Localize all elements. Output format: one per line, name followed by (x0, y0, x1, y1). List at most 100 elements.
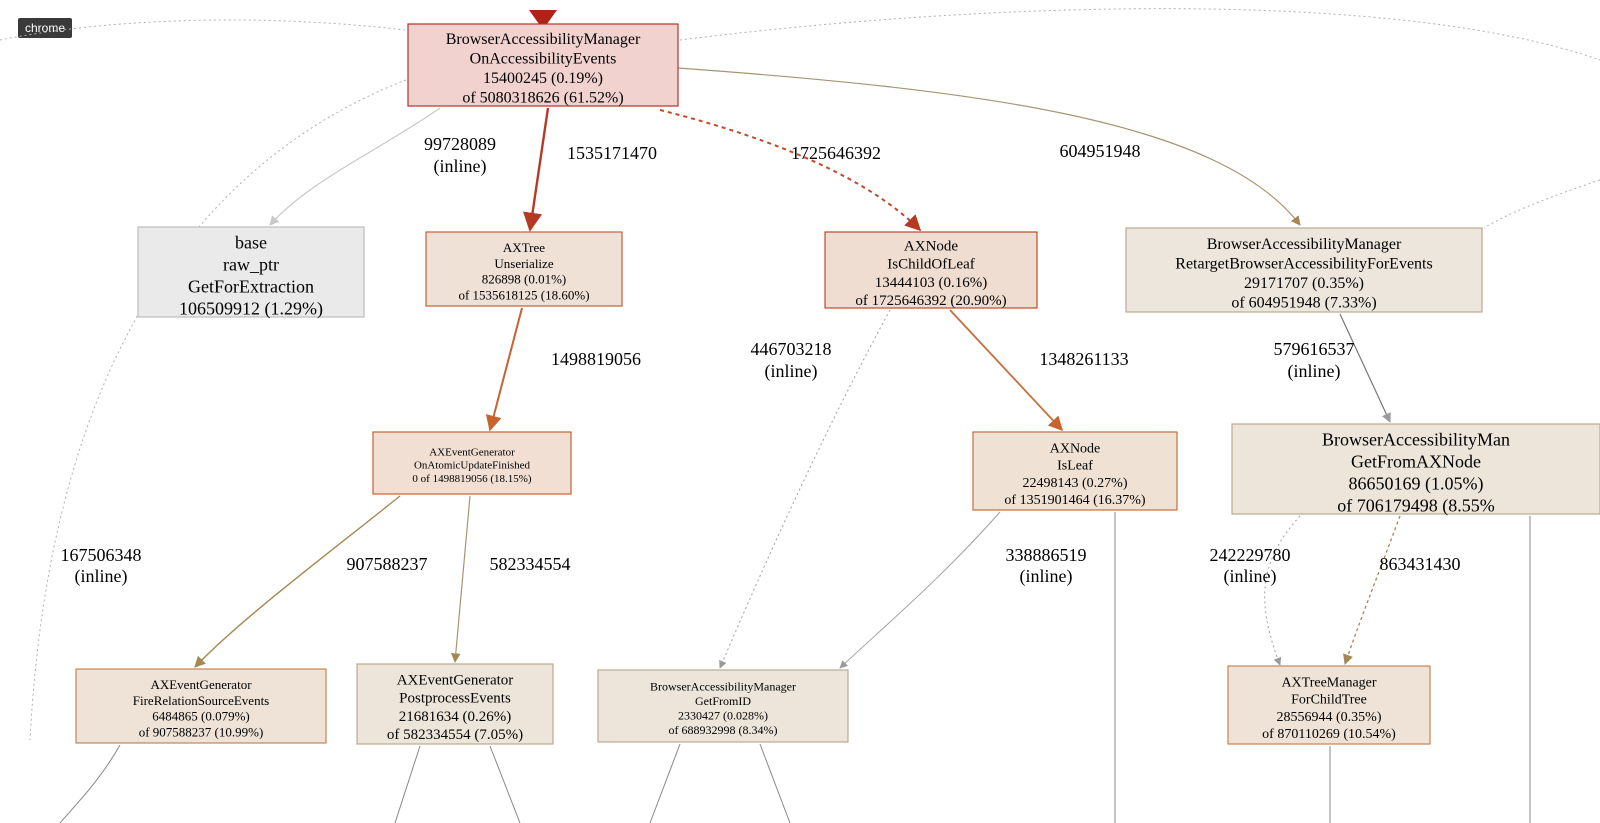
node-line: BrowserAccessibilityManager (650, 679, 796, 693)
node-line: of 1351901464 (16.37%) (1004, 493, 1145, 508)
node-line: 0 of 1498819056 (18.15%) (412, 473, 531, 485)
callgraph-node-base_rawptr[interactable]: baseraw_ptrGetForExtraction106509912 (1.… (138, 227, 364, 319)
edge-weight-label: 1348261133 (1039, 349, 1128, 369)
edge (650, 744, 680, 823)
node-line: 22498143 (0.27%) (1023, 476, 1128, 491)
edge-weight-label: 907588237 (347, 554, 428, 574)
node-line: BrowserAccessibilityMan (1322, 429, 1510, 449)
edge-weight-label: 446703218 (751, 339, 832, 359)
callgraph-canvas: BrowserAccessibilityManager OnAccessibili… (0, 0, 1600, 823)
node-line: raw_ptr (223, 254, 279, 274)
callgraph-node-getfromid[interactable]: BrowserAccessibilityManagerGetFromID2330… (598, 670, 848, 742)
callgraph-node-forchild[interactable]: AXTreeManager ForChildTree 28556944 (0.35%… (1228, 666, 1430, 744)
node-line: FireRelationSourceEvents (133, 693, 269, 708)
node-line: of 582334554 (7.05%) (387, 727, 523, 743)
edge (30, 80, 406, 740)
edge-weight-label: 863431430 (1380, 554, 1461, 574)
node-line: BrowserAccessibilityManager (446, 31, 641, 48)
node-line: of 688932998 (8.34%) (669, 723, 778, 737)
edge (660, 110, 920, 230)
edge-inline-label: (inline) (1224, 566, 1277, 587)
node-line: of 706179498 (8.55% (1337, 495, 1494, 516)
node-line: OnAccessibilityEvents (470, 51, 617, 68)
edge (1484, 180, 1600, 228)
node-line: IsChildOfLeaf (887, 257, 974, 273)
node-line: GetFromID (695, 694, 751, 708)
edge (678, 68, 1300, 225)
edge-weight-label: 582334554 (490, 554, 571, 574)
callgraph-node-root[interactable]: BrowserAccessibilityManager OnAccessibili… (408, 24, 678, 107)
node-line: OnAtomicUpdateFinished (414, 460, 531, 472)
edge (395, 746, 420, 823)
node-line: 15400245 (0.19%) (483, 70, 603, 87)
node-line: RetargetBrowserAccessibilityForEvents (1175, 256, 1432, 273)
node-line: of 1535618125 (18.60%) (458, 288, 589, 303)
node-line: 13444103 (0.16%) (875, 275, 988, 291)
node-line: of 907588237 (10.99%) (139, 725, 264, 740)
node-line: of 870110269 (10.54%) (1262, 727, 1396, 742)
node-line: AXNode (904, 238, 958, 254)
callgraph-node-retarget[interactable]: BrowserAccessibilityManager RetargetBrows… (1126, 228, 1482, 312)
edge-weight-label: 579616537 (1274, 339, 1355, 359)
node-line: AXTree (503, 240, 545, 255)
node-line: of 1725646392 (20.90%) (855, 293, 1006, 309)
node-line: 6484865 (0.079%) (152, 709, 250, 724)
edge (1345, 516, 1400, 664)
callgraph-node-ischild[interactable]: AXNode IsChildOfLeaf 13444103 (0.16%) of 17… (825, 232, 1037, 309)
edge-inline-label: (inline) (1020, 566, 1073, 587)
edge-weight-label: 167506348 (61, 545, 142, 565)
node-line: AXEventGenerator (429, 446, 515, 458)
edge-inline-label: (inline) (75, 566, 128, 587)
edge (680, 9, 1600, 60)
callgraph-node-getax[interactable]: BrowserAccessibilityManGetFromAXNode8665… (1232, 424, 1600, 516)
edge-inline-label: (inline) (765, 361, 818, 382)
node-line: ForChildTree (1291, 693, 1367, 708)
node-line: 28556944 (0.35%) (1277, 710, 1382, 725)
node-line: AXEventGenerator (397, 672, 514, 688)
edge (455, 496, 470, 662)
edge (1265, 516, 1300, 665)
callgraph-node-axtree[interactable]: AXTreeUnserialize826898 (0.01%)of 153561… (426, 232, 622, 306)
edge (270, 108, 440, 225)
edge (1340, 314, 1390, 422)
edge (60, 745, 120, 823)
callgraph-node-postproc[interactable]: AXEventGenerator PostprocessEvents 2168163… (357, 664, 553, 744)
edge (950, 310, 1062, 430)
node-line: AXEventGenerator (150, 677, 252, 692)
node-line: AXTreeManager (1281, 676, 1376, 691)
callgraph-node-firerel[interactable]: AXEventGeneratorFireRelationSourceEvents… (76, 669, 326, 743)
node-line: 106509912 (1.29%) (179, 298, 323, 319)
edge (195, 496, 400, 667)
node-line: 2330427 (0.028%) (678, 709, 768, 723)
node-line: IsLeaf (1057, 459, 1093, 474)
node-line: 826898 (0.01%) (482, 272, 567, 287)
edge-weight-label: 604951948 (1060, 141, 1141, 161)
node-line: 29171707 (0.35%) (1244, 275, 1364, 292)
node-line: BrowserAccessibilityManager (1207, 236, 1402, 253)
edge (760, 744, 790, 823)
node-line: AXNode (1050, 442, 1101, 457)
node-line: GetFromAXNode (1351, 451, 1481, 471)
node-line: PostprocessEvents (399, 691, 511, 707)
edge-weight-label: 1535171470 (567, 143, 657, 163)
edge-weight-label: 242229780 (1210, 545, 1291, 565)
node-line: of 5080318626 (61.52%) (462, 90, 623, 107)
edge-weight-label: 99728089 (424, 134, 496, 154)
edge-weight-label: 338886519 (1006, 545, 1087, 565)
callgraph-node-isleaf[interactable]: AXNode IsLeaf 22498143 (0.27%) of 135190146… (973, 432, 1177, 510)
edge (530, 108, 548, 230)
node-line: GetForExtraction (188, 276, 314, 296)
edge-weight-label: 1498819056 (551, 349, 641, 369)
edge (840, 512, 1000, 668)
edge-inline-label: (inline) (434, 156, 487, 177)
edge (490, 308, 522, 430)
edge (0, 20, 405, 40)
node-line: base (235, 232, 267, 252)
edge-inline-label: (inline) (1288, 361, 1341, 382)
callgraph-node-evgen[interactable]: AXEventGenerator OnAtomicUpdateFinished0 … (373, 432, 571, 494)
edge (490, 746, 520, 823)
node-line: of 604951948 (7.33%) (1231, 295, 1376, 312)
node-line: 86650169 (1.05%) (1349, 473, 1484, 494)
node-line: 21681634 (0.26%) (399, 709, 512, 725)
node-line: Unserialize (494, 256, 553, 271)
